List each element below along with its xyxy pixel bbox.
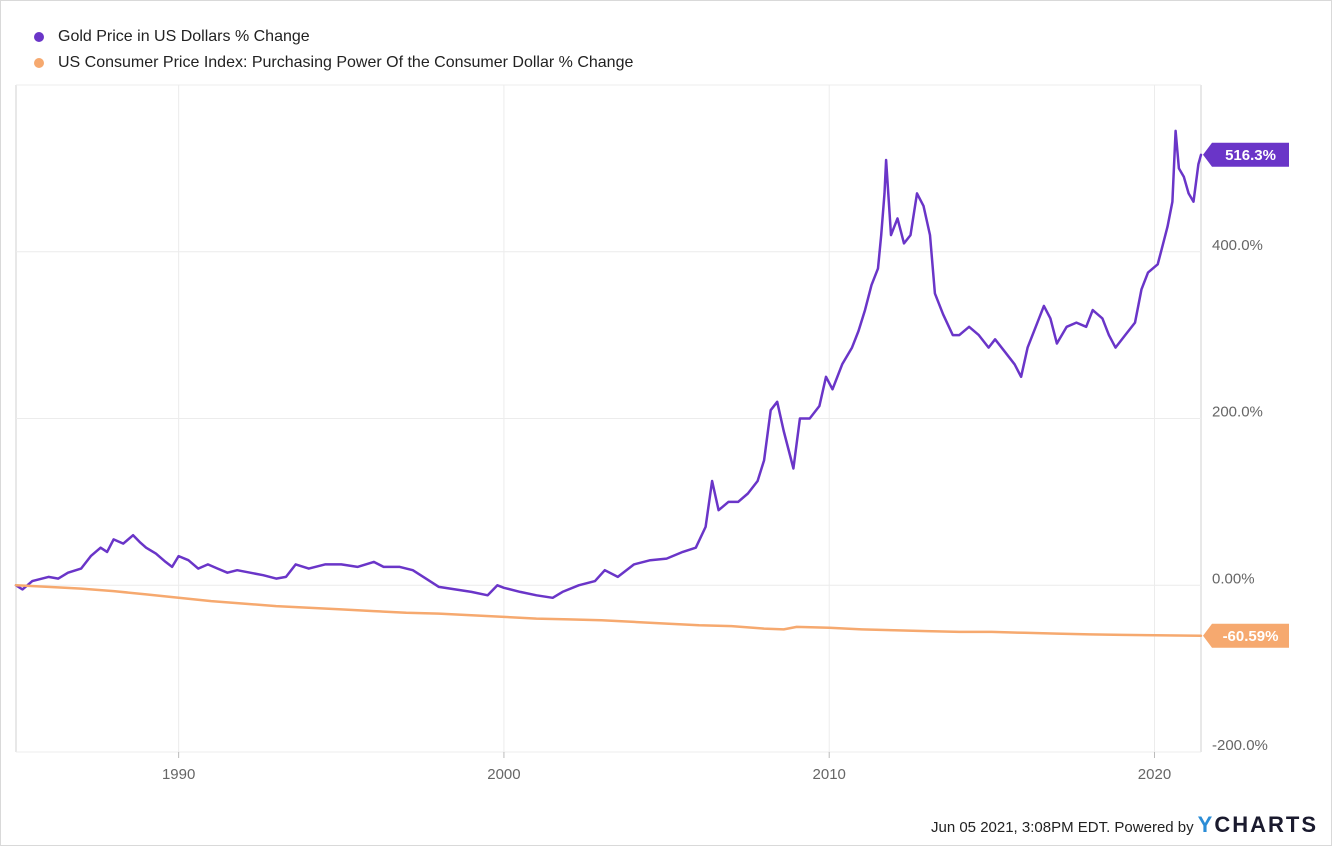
legend-dot-cpi — [34, 58, 44, 68]
legend-label-cpi: US Consumer Price Index: Purchasing Powe… — [58, 54, 634, 71]
end-value-badge — [1203, 142, 1289, 167]
axis-labels: 400.0% 200.0% 0.00% -200.0% 1990 2000 2010 2020 — [162, 237, 1268, 783]
x-tick-label: 2000 — [487, 766, 520, 783]
cpi-purchasing-power-line[interactable] — [14, 584, 1203, 638]
legend: Gold Price in US Dollars % Change US Con… — [34, 24, 633, 76]
y-tick-label: 400.0% — [1212, 237, 1263, 254]
legend-label-gold: Gold Price in US Dollars % Change — [58, 28, 310, 45]
ycharts-logo[interactable]: YCHARTS — [1198, 812, 1318, 838]
series-layer — [14, 129, 1203, 638]
ycharts-logo-text: CHARTS — [1214, 812, 1318, 837]
y-tick-label: 200.0% — [1212, 404, 1263, 421]
ycharts-logo-y: Y — [1197, 812, 1215, 837]
x-tick-label: 2010 — [813, 766, 846, 783]
end-badges: 516.3% -60.59% — [1203, 142, 1289, 648]
x-tick-label: 1990 — [162, 766, 195, 783]
footer: Jun 05 2021, 3:08PM EDT. Powered by YCHA… — [931, 812, 1318, 838]
end-value-badge — [1203, 623, 1289, 648]
legend-dot-gold — [34, 32, 44, 42]
y-tick-label: -200.0% — [1212, 737, 1268, 754]
gold-price-line[interactable] — [14, 129, 1203, 600]
legend-item-gold[interactable]: Gold Price in US Dollars % Change — [34, 24, 633, 50]
x-tick-label: 2020 — [1138, 766, 1171, 783]
y-tick-label: 0.00% — [1212, 570, 1255, 587]
legend-item-cpi[interactable]: US Consumer Price Index: Purchasing Powe… — [34, 50, 633, 76]
end-value-label: 516.3% — [1225, 147, 1276, 164]
footer-timestamp: Jun 05 2021, 3:08PM EDT. Powered by — [930, 819, 1194, 836]
end-value-label: -60.59% — [1223, 628, 1279, 645]
grid — [15, 84, 1202, 758]
